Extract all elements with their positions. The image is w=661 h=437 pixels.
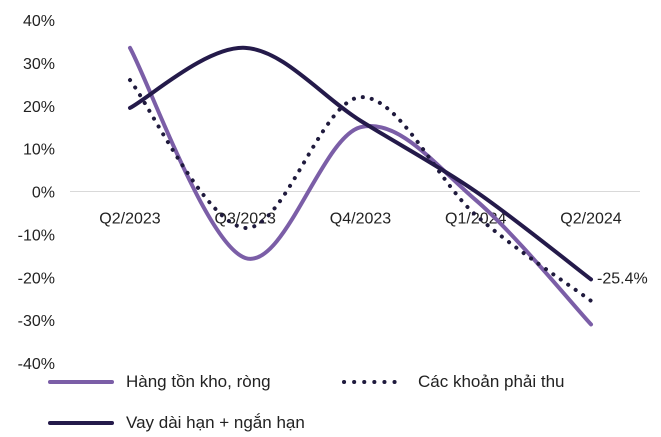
legend-item-borrowings: Vay dài hạn + ngắn hạn — [48, 409, 305, 437]
legend-item-inventory: Hàng tồn kho, ròng — [48, 368, 271, 396]
y-tick-label: 40% — [23, 13, 55, 30]
legend-label: Vay dài hạn + ngắn hạn — [126, 413, 305, 432]
legend-item-receivables: Các khoản phải thu — [340, 368, 565, 396]
y-tick-label: 30% — [23, 56, 55, 73]
y-tick-label: -10% — [18, 227, 55, 244]
y-tick-label: -20% — [18, 270, 55, 287]
legend-label: Hàng tồn kho, ròng — [126, 372, 271, 391]
end-value-annotation: -25.4% — [597, 270, 648, 287]
series-lines — [128, 45, 593, 327]
series-line-inventory — [128, 45, 593, 327]
legend-swatch-solid-purple — [48, 380, 114, 384]
legend-swatch-solid-navy — [48, 421, 114, 425]
x-axis: Q2/2023 Q3/2023 Q4/2023 Q1/2024 Q2/2024 — [99, 211, 621, 228]
series-line-receivables — [128, 78, 593, 303]
y-tick-label: -40% — [18, 356, 55, 373]
y-tick-label: -30% — [18, 313, 55, 330]
y-tick-label: 20% — [23, 99, 55, 116]
x-tick-label: Q2/2024 — [560, 211, 621, 228]
y-axis: 40% 30% 20% 10% 0% -10% -20% -30% -40% — [18, 13, 55, 373]
legend-label: Các khoản phải thu — [418, 372, 565, 391]
series-line-borrowings — [128, 45, 593, 282]
x-tick-label: Q4/2023 — [330, 211, 391, 228]
legend: Hàng tồn kho, ròng Các khoản phải thu Va… — [48, 368, 648, 434]
y-tick-label: 10% — [23, 142, 55, 159]
legend-swatch-dotted — [342, 380, 406, 384]
x-tick-label: Q3/2023 — [215, 211, 276, 228]
y-tick-label: 0% — [32, 185, 55, 202]
x-tick-label: Q2/2023 — [99, 211, 160, 228]
